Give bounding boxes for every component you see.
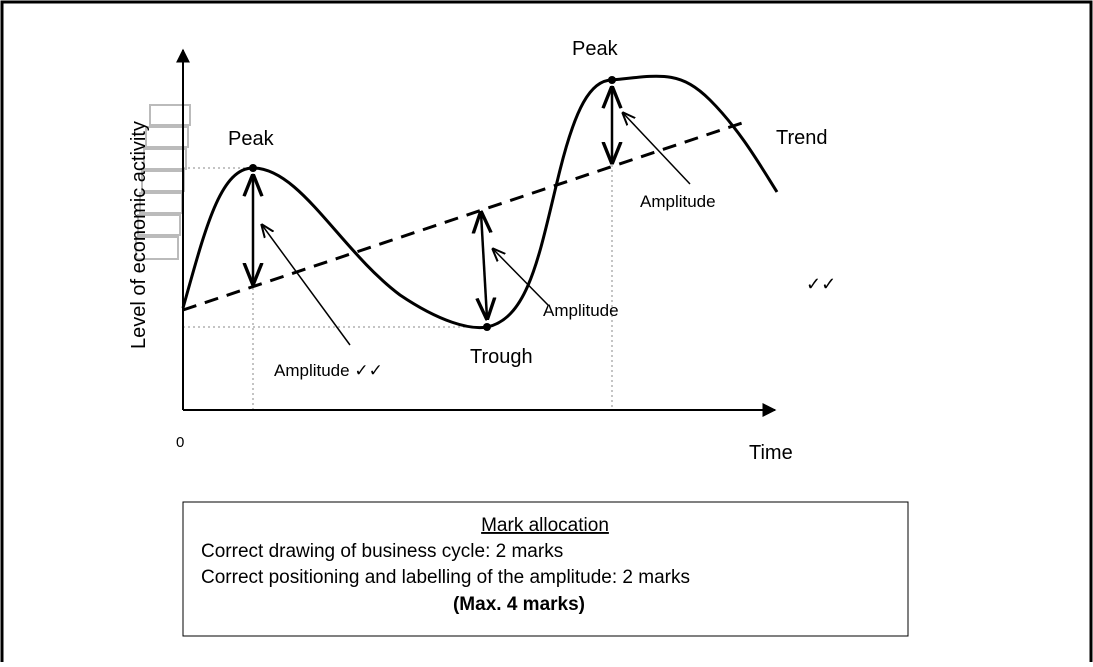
peak-label: Peak [228,128,275,150]
peak-point [608,76,616,84]
mark-allocation-line: Correct positioning and labelling of the… [201,567,690,588]
trough-point [483,323,491,331]
trend-line [182,120,746,312]
trough-label: Trough [470,346,533,368]
tick-marks: ✓✓ [806,274,836,294]
amplitude-arrows [253,88,612,318]
mark-allocation-title: Mark allocation [481,515,609,536]
peak-label: Peak [572,38,619,60]
mark-allocation-max: (Max. 4 marks) [453,594,585,615]
y-axis-label: Level of economic activity [128,121,150,349]
amplitude-label: Amplitude [640,192,716,211]
trend-label: Trend [776,127,828,149]
mark-allocation-box [182,501,909,637]
mark-allocation-line: Correct drawing of business cycle: 2 mar… [201,541,563,562]
amplitude-label: Amplitude ✓✓ [274,361,383,380]
x-axis-label: Time [749,442,793,464]
peak-point [249,164,257,172]
origin-label: 0 [176,434,184,451]
pointer-arrows [262,113,691,346]
amplitude-label: Amplitude [543,301,619,320]
